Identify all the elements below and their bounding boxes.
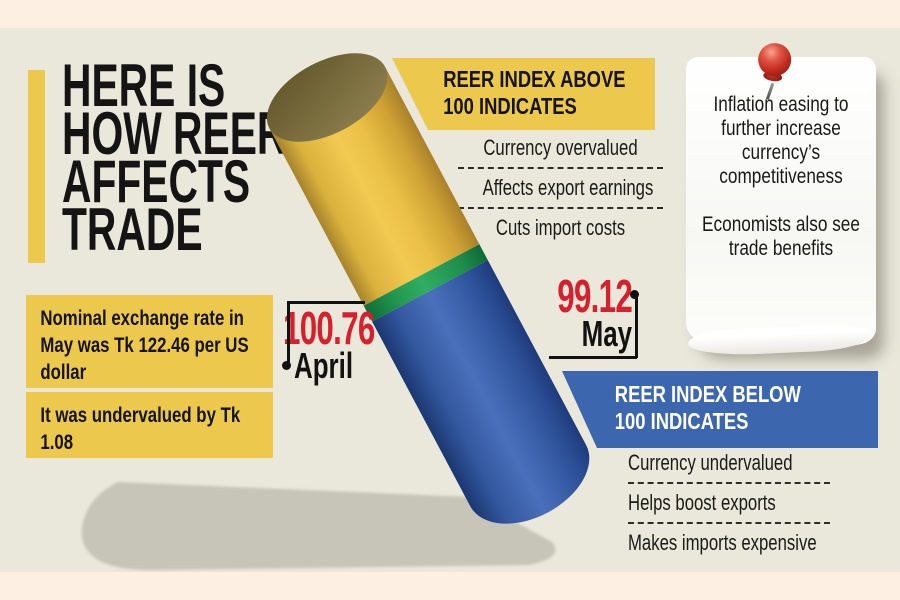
pushpin-head bbox=[755, 40, 794, 79]
reer-above-panel-header: REER INDEX ABOVE 100 INDICATES bbox=[392, 58, 655, 130]
heading-line: 100 INDICATES bbox=[443, 93, 577, 119]
heading-line: REER INDEX ABOVE bbox=[443, 66, 626, 92]
dashed-divider bbox=[458, 167, 663, 169]
info-box-text: Nominal exchange rate in May was Tk 122.… bbox=[40, 307, 249, 384]
page-title: HERE IS HOW REER AFFECTS TRADE bbox=[62, 52, 287, 263]
title-line: HOW REER bbox=[62, 100, 287, 167]
pushpin-needle bbox=[765, 82, 775, 100]
reer-below-heading: REER INDEX BELOW 100 INDICATES bbox=[562, 371, 815, 435]
dashed-divider bbox=[628, 522, 830, 524]
april-label: April bbox=[294, 345, 354, 386]
list-item: Cuts import costs bbox=[495, 215, 626, 240]
dashed-divider bbox=[458, 207, 663, 209]
title-line: HERE IS bbox=[62, 52, 226, 119]
pushpin-icon bbox=[743, 37, 803, 107]
april-reer-value: 100.76 bbox=[283, 302, 375, 354]
note-paragraph: Economists also see trade benefits bbox=[702, 212, 860, 260]
may-connector-horizontal bbox=[549, 356, 637, 359]
heading-line: 100 INDICATES bbox=[614, 408, 749, 434]
title-line: AFFECTS bbox=[62, 148, 251, 215]
may-label: May bbox=[581, 313, 632, 354]
reer-above-heading: REER INDEX ABOVE 100 INDICATES bbox=[392, 58, 626, 120]
may-reer-value: 99.12 bbox=[557, 270, 633, 322]
top-strip bbox=[0, 0, 900, 28]
list-item: Helps boost exports bbox=[628, 490, 776, 515]
title-accent-bar bbox=[28, 70, 45, 263]
may-connector-vertical bbox=[635, 294, 638, 358]
note-paper: Inflation easing to further increase cur… bbox=[686, 40, 876, 345]
list-item: Makes imports expensive bbox=[628, 530, 817, 555]
reer-above-list: Currency overvalued Affects export earni… bbox=[458, 131, 663, 245]
may-marker-dot bbox=[630, 290, 639, 299]
reer-below-list: Currency undervalued Helps boost exports… bbox=[628, 446, 830, 560]
dashed-divider bbox=[628, 482, 830, 484]
title-line: TRADE bbox=[62, 196, 203, 263]
bottom-strip bbox=[0, 572, 900, 600]
list-item: Affects export earnings bbox=[482, 175, 654, 200]
cylinder-ground-shadow bbox=[81, 482, 556, 571]
april-marker-dot bbox=[282, 361, 291, 370]
info-box-undervalued: It was undervalued by Tk 1.08 bbox=[26, 392, 273, 458]
list-item: Currency overvalued bbox=[483, 135, 638, 160]
info-box-nominal-rate: Nominal exchange rate in May was Tk 122.… bbox=[26, 295, 273, 388]
info-box-text: It was undervalued by Tk 1.08 bbox=[40, 404, 241, 454]
april-connector-horizontal bbox=[287, 301, 365, 304]
note-text: Inflation easing to further increase cur… bbox=[697, 93, 866, 285]
heading-line: REER INDEX BELOW bbox=[614, 381, 801, 407]
reer-below-panel-header: REER INDEX BELOW 100 INDICATES bbox=[562, 371, 878, 448]
note-paragraph: Inflation easing to further increase cur… bbox=[713, 93, 849, 188]
list-item: Currency undervalued bbox=[628, 450, 793, 475]
april-connector-vertical bbox=[287, 301, 290, 365]
